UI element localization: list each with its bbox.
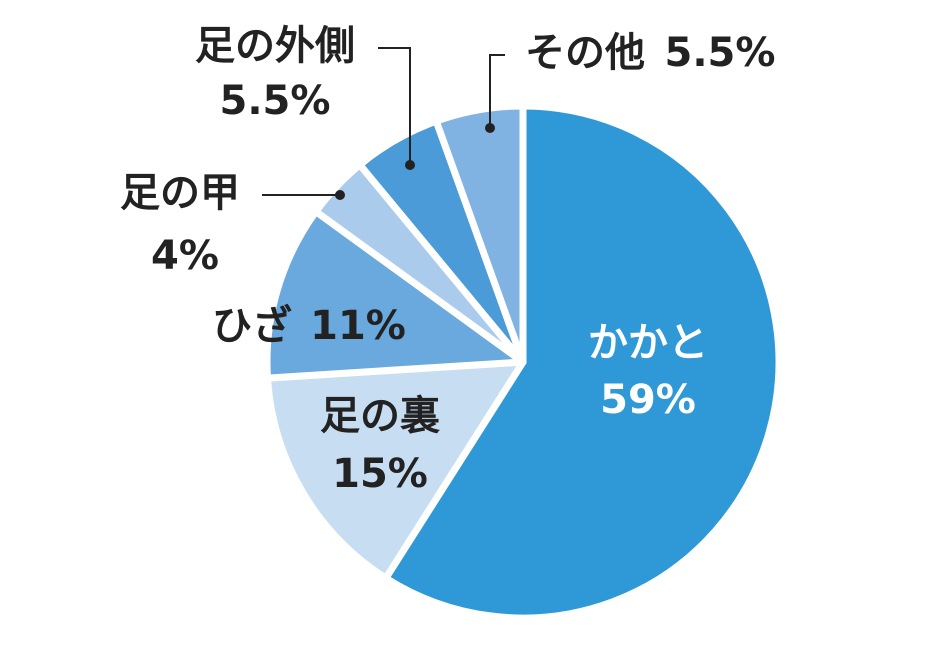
pie bbox=[263, 102, 783, 622]
leader-line bbox=[489, 54, 505, 128]
leader-dot bbox=[485, 123, 495, 133]
pie-slice bbox=[263, 208, 527, 382]
value-label: 5.5% bbox=[220, 78, 331, 124]
value-label: 11% bbox=[310, 303, 406, 349]
pie-slice bbox=[382, 102, 783, 622]
slice-label: 足の外側 bbox=[195, 23, 355, 69]
slice-label: ひざ bbox=[212, 303, 292, 349]
value-label: 5.5% bbox=[665, 30, 776, 76]
slice-label: その他 bbox=[525, 30, 645, 76]
leaders bbox=[262, 47, 505, 200]
slice-label: 足の裏 bbox=[320, 393, 440, 439]
pie-slice bbox=[432, 102, 527, 366]
leader-dot bbox=[335, 190, 345, 200]
slice-label: かかと bbox=[588, 320, 708, 366]
value-label: 15% bbox=[332, 451, 428, 497]
leader-dot bbox=[405, 160, 415, 170]
value-label: 59% bbox=[600, 377, 696, 423]
slice-label: 足の甲 bbox=[120, 170, 240, 216]
leader-line bbox=[378, 47, 411, 165]
pie-slice bbox=[264, 358, 527, 582]
value-label: 4% bbox=[151, 233, 219, 279]
